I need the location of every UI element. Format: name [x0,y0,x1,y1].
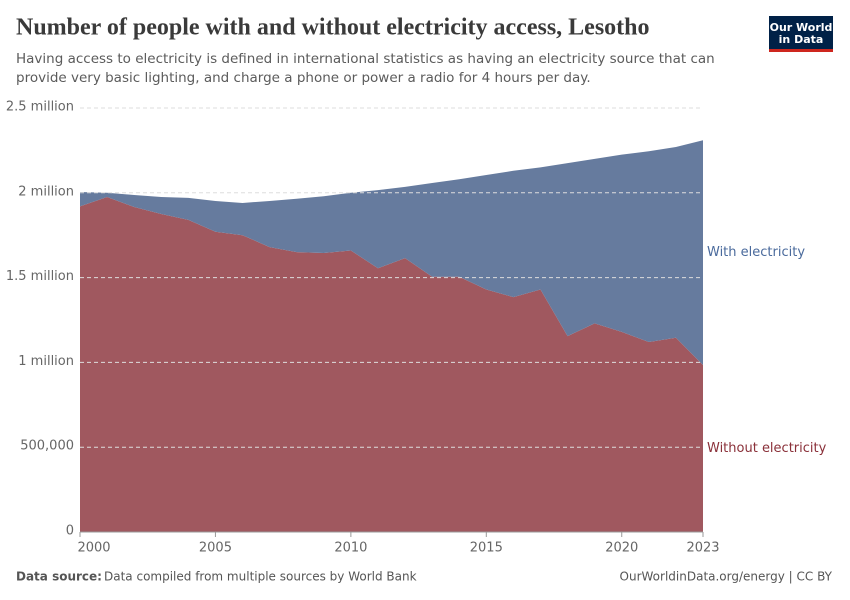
chart-subtitle: Having access to electricity is defined … [16,51,715,86]
source: Data compiled from multiple sources by W… [104,570,417,584]
plot: Without electricity With electricity 0 500,… [6,100,827,556]
x-tick-label: 2020 [605,541,638,556]
x-tick-label: 2010 [334,541,367,556]
x-tick-label: 2005 [199,541,232,556]
y-tick-label: 500,000 [20,439,74,454]
area [80,140,703,365]
chart-title: Number of people with and without electr… [16,15,650,41]
y-tick-label: 1 million [18,354,74,369]
logo-bg [769,16,833,52]
credit: OurWorldinData.org/energy | CC BY [620,570,833,584]
x-tick-label: 2015 [470,541,503,556]
logo-text: in Data [779,33,824,46]
area [80,197,703,533]
subtitle-box: Having access to electricity is defined … [16,51,715,86]
y-tick-label: 1.5 million [6,269,74,284]
y-tick-label: 2 million [18,184,74,199]
x-tick-label: 2000 [77,541,110,556]
logo-bar [769,49,833,52]
legend-label: Without electricity [707,441,827,456]
y-tick-label: 2.5 million [6,100,74,115]
logo-text: Our World [770,21,833,34]
legend-label: With electricity [707,245,805,260]
source-label: Data source: [16,570,102,584]
y-tick-label: 0 [66,524,74,539]
x-tick-label: 2023 [686,541,719,556]
